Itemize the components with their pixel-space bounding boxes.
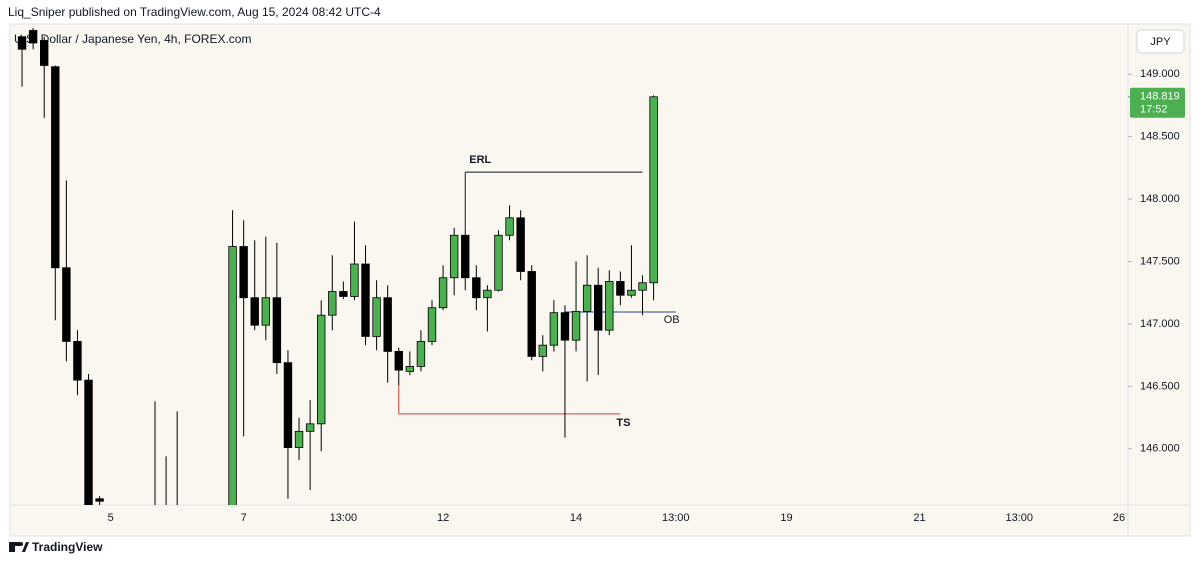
candle-body [17,36,27,50]
candle-body [472,277,481,299]
candle-body [305,423,315,432]
candle-body [461,234,470,279]
y-tick-label: 149.000 [1140,68,1180,80]
candle-body [184,542,192,548]
x-tick-label: 14 [570,512,582,524]
y-tick-label: 147.500 [1140,255,1180,267]
candle-body [449,234,459,279]
candle-body [272,297,282,364]
x-tick-label: 12 [437,512,449,524]
last-price-box [1130,87,1185,118]
x-tick-label: 26 [1113,512,1125,524]
y-tick-label: 147.000 [1140,318,1180,330]
candle-body [339,291,348,297]
candle-body [107,536,115,548]
candle-body [118,542,126,548]
x-tick-label: 7 [241,512,247,524]
candle-body [294,430,304,448]
countdown-label: 17:52 [1140,104,1168,116]
level-label: TS [616,417,630,429]
candle-body [438,277,448,309]
candle-body [28,30,38,44]
candle-body [516,217,525,272]
candle-body [51,66,60,269]
candle-body [283,362,293,448]
x-tick-label: 5 [108,512,114,524]
symbol-legend: U.S. Dollar / Japanese Yen, 4h, FOREX.co… [14,32,251,46]
candle-body [582,284,592,312]
candle-body [638,282,647,291]
footer-brand: TradingView [32,540,103,554]
candle-body [316,314,326,425]
candle-body [427,307,437,342]
candle-body [328,291,337,316]
candle-body [394,351,403,371]
candle-body [483,289,492,299]
candle-body [605,281,614,331]
y-tick-label: 146.000 [1140,443,1180,455]
x-tick-label: 19 [780,512,792,524]
currency-button[interactable] [1136,29,1185,54]
candle-body [571,311,581,341]
candle-body [594,284,603,331]
y-tick-label: 148.000 [1140,193,1180,205]
candle-body [416,341,426,367]
header: Liq_Sniper published on TradingView.com,… [8,5,381,19]
currency-label[interactable]: JPY [1150,36,1171,48]
candle-body [207,555,215,561]
candle-body [40,40,49,66]
candle-body [549,312,559,346]
x-tick-label: 13:00 [662,512,690,524]
candle-body [527,271,536,357]
candle-body [239,246,248,299]
tradingview-logo [9,542,29,552]
level-label: OB [664,314,680,326]
candle-body [196,549,204,561]
candle-body [494,234,503,291]
candle-body [627,289,636,296]
x-tick-label: 13:00 [330,512,358,524]
y-tick-label: 146.500 [1140,380,1180,392]
candle-body [405,365,415,372]
candle-body [84,379,93,505]
last-price-label: 148.819 [1140,91,1180,103]
x-tick-label: 21 [913,512,925,524]
candle-body [383,297,392,352]
candle-body [261,297,270,326]
candle-body [228,246,237,505]
candle-body [350,263,359,297]
candle-body [95,498,104,502]
candle-body [361,263,370,337]
candle-body [538,344,547,357]
candle-body [505,217,514,236]
plot-area: ERL OB TS [17,28,680,561]
chart-background [9,23,1191,537]
y-tick-label: 148.500 [1140,131,1180,143]
level-label: ERL [469,154,491,166]
candle-body [616,281,625,296]
candle-body [649,96,658,284]
candle-body [73,341,82,381]
candle-body [250,297,259,326]
candle-body [129,542,137,554]
x-tick-label: 13:00 [1005,512,1033,524]
candle-body [372,297,381,337]
candle-body [62,267,71,342]
candle-body [560,312,570,341]
